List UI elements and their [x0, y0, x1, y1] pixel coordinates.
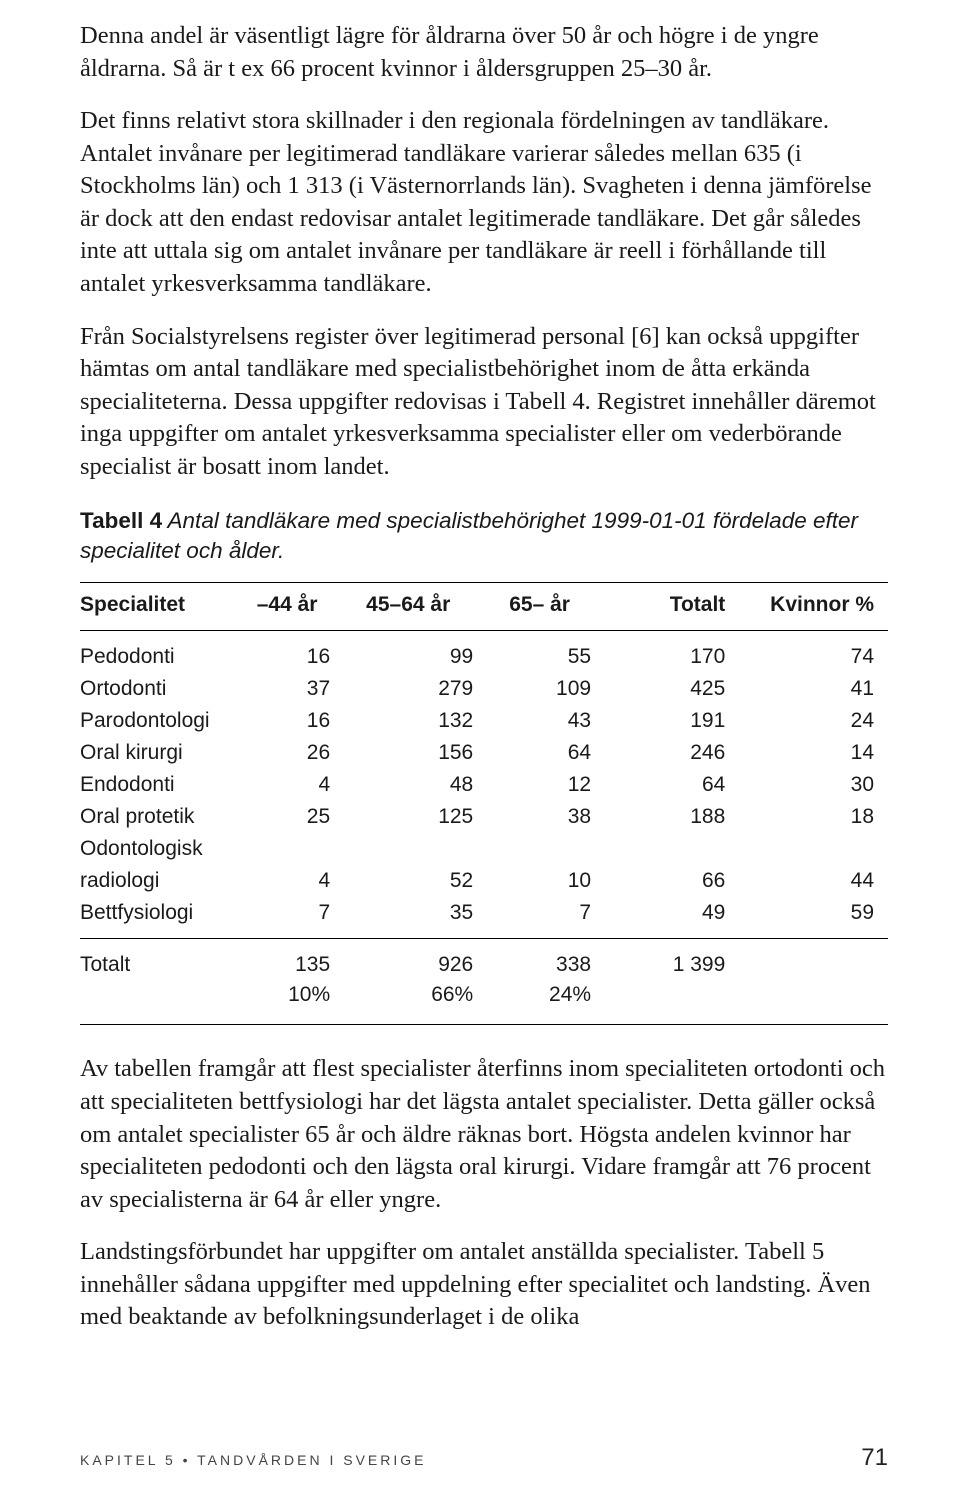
cell-tot [627, 834, 753, 866]
cell-spec: radiologi [80, 866, 257, 898]
cell-tot: 246 [627, 738, 753, 770]
cell-kv: 30 [753, 770, 888, 802]
cell-a1 [257, 834, 366, 866]
table4-total-row: Totalt 135 926 338 1 399 [80, 938, 888, 981]
total-a2: 926 [366, 938, 509, 981]
total-p2: 66% [366, 981, 509, 1024]
cell-a1: 4 [257, 866, 366, 898]
cell-a3 [509, 834, 627, 866]
cell-kv [753, 834, 888, 866]
footer-page-number: 71 [861, 1444, 888, 1472]
cell-a2: 99 [366, 631, 509, 674]
table4-col-age-44: –44 år [257, 583, 366, 631]
cell-a1: 16 [257, 706, 366, 738]
total-p3: 24% [509, 981, 627, 1024]
cell-tot: 66 [627, 866, 753, 898]
table-row: Pedodonti 16 99 55 170 74 [80, 631, 888, 674]
cell-kv: 74 [753, 631, 888, 674]
cell-tot: 49 [627, 897, 753, 938]
table-row: Oral kirurgi 26 156 64 246 14 [80, 738, 888, 770]
table-row: Oral protetik 25 125 38 188 18 [80, 802, 888, 834]
paragraph-2: Det finns relativt stora skillnader i de… [80, 105, 888, 300]
cell-a3: 43 [509, 706, 627, 738]
table4-caption-text: Antal tandläkare med specialistbehörighe… [80, 508, 858, 563]
cell-tot: 64 [627, 770, 753, 802]
table4-body: Pedodonti 16 99 55 170 74 Ortodonti 37 2… [80, 631, 888, 939]
total-kv [753, 938, 888, 981]
cell-a2: 132 [366, 706, 509, 738]
table-row: Endodonti 4 48 12 64 30 [80, 770, 888, 802]
document-page: Denna andel är väsentligt lägre för åldr… [0, 0, 960, 1334]
cell-spec: Endodonti [80, 770, 257, 802]
cell-spec: Bettfysiologi [80, 897, 257, 938]
total-a3: 338 [509, 938, 627, 981]
paragraph-1: Denna andel är väsentligt lägre för åldr… [80, 20, 888, 85]
cell-a1: 7 [257, 897, 366, 938]
table4: Specialitet –44 år 45–64 år 65– år Total… [80, 582, 888, 1025]
cell-a3: 64 [509, 738, 627, 770]
table4-col-age-45-64: 45–64 år [366, 583, 509, 631]
cell-kv: 24 [753, 706, 888, 738]
cell-a2: 125 [366, 802, 509, 834]
cell-a1: 25 [257, 802, 366, 834]
cell-spec: Parodontologi [80, 706, 257, 738]
total-p1: 10% [257, 981, 366, 1024]
cell-a2: 279 [366, 674, 509, 706]
cell-a2 [366, 834, 509, 866]
table4-col-specialitet: Specialitet [80, 583, 257, 631]
cell-kv: 59 [753, 897, 888, 938]
cell-spec: Oral kirurgi [80, 738, 257, 770]
cell-a2: 35 [366, 897, 509, 938]
cell-a3: 7 [509, 897, 627, 938]
paragraph-4: Av tabellen framgår att flest specialist… [80, 1053, 888, 1216]
cell-a3: 10 [509, 866, 627, 898]
table4-col-totalt: Totalt [627, 583, 753, 631]
cell-a1: 26 [257, 738, 366, 770]
cell-a3: 55 [509, 631, 627, 674]
cell-kv: 41 [753, 674, 888, 706]
cell-a2: 52 [366, 866, 509, 898]
cell-a1: 16 [257, 631, 366, 674]
table4-caption-label: Tabell 4 [80, 508, 162, 533]
table4-total-percent-row: 10% 66% 24% [80, 981, 888, 1024]
page-footer: KAPITEL 5 • TANDVÅRDEN I SVERIGE 71 [80, 1444, 888, 1472]
cell-tot: 425 [627, 674, 753, 706]
table4-col-kvinnor: Kvinnor % [753, 583, 888, 631]
cell-spec: Pedodonti [80, 631, 257, 674]
table4-header-row: Specialitet –44 år 45–64 år 65– år Total… [80, 583, 888, 631]
footer-chapter-label: KAPITEL 5 • TANDVÅRDEN I SVERIGE [80, 1452, 427, 1468]
cell-spec: Ortodonti [80, 674, 257, 706]
cell-kv: 18 [753, 802, 888, 834]
cell-kv: 44 [753, 866, 888, 898]
table4-caption: Tabell 4 Antal tandläkare med specialist… [80, 506, 888, 567]
table-row: radiologi 4 52 10 66 44 [80, 866, 888, 898]
total-empty [753, 981, 888, 1024]
cell-a3: 109 [509, 674, 627, 706]
paragraph-5: Landstingsförbundet har uppgifter om ant… [80, 1236, 888, 1334]
table-row: Odontologisk [80, 834, 888, 866]
cell-a1: 4 [257, 770, 366, 802]
cell-tot: 191 [627, 706, 753, 738]
total-empty [80, 981, 257, 1024]
cell-a2: 48 [366, 770, 509, 802]
table4-total: Totalt 135 926 338 1 399 10% 66% 24% [80, 938, 888, 1024]
total-a1: 135 [257, 938, 366, 981]
total-label: Totalt [80, 938, 257, 981]
table-row: Bettfysiologi 7 35 7 49 59 [80, 897, 888, 938]
cell-a3: 38 [509, 802, 627, 834]
cell-spec: Oral protetik [80, 802, 257, 834]
paragraph-3: Från Socialstyrelsens register över legi… [80, 321, 888, 484]
total-tot: 1 399 [627, 938, 753, 981]
cell-kv: 14 [753, 738, 888, 770]
table-row: Parodontologi 16 132 43 191 24 [80, 706, 888, 738]
cell-a3: 12 [509, 770, 627, 802]
table4-col-age-65: 65– år [509, 583, 627, 631]
cell-tot: 170 [627, 631, 753, 674]
table-row: Ortodonti 37 279 109 425 41 [80, 674, 888, 706]
cell-tot: 188 [627, 802, 753, 834]
cell-a1: 37 [257, 674, 366, 706]
total-empty [627, 981, 753, 1024]
cell-spec: Odontologisk [80, 834, 257, 866]
cell-a2: 156 [366, 738, 509, 770]
